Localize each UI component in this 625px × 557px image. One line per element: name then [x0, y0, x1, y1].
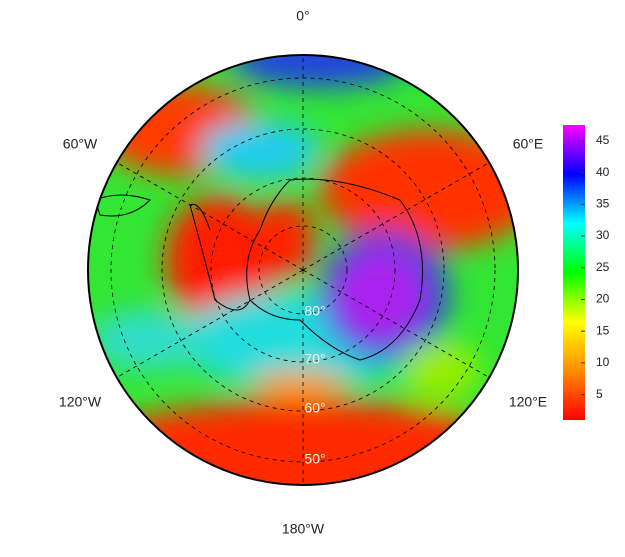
colorbar — [563, 125, 585, 420]
latitude-circle — [161, 128, 445, 412]
colorbar-tick-label: 35 — [596, 196, 610, 210]
colorbar-tick-label: 15 — [596, 323, 610, 337]
latitude-label: 80° — [304, 303, 325, 319]
longitude-label: 120°W — [59, 394, 102, 410]
longitude-label: 60°E — [513, 136, 544, 152]
colorbar-tick-label: 40 — [596, 165, 610, 179]
map-field — [88, 55, 518, 485]
meridian — [116, 269, 304, 378]
colorbar-tick-label: 5 — [596, 387, 603, 401]
map-border — [87, 54, 519, 486]
latitude-label: 70° — [304, 351, 325, 367]
colorbar-tick-label: 45 — [596, 133, 610, 147]
longitude-label: 180°W — [282, 521, 325, 537]
meridian — [302, 269, 490, 378]
colorbar-tick-label: 25 — [596, 260, 610, 274]
graticule — [110, 55, 496, 485]
colorbar-tick-label: 20 — [596, 292, 610, 306]
longitude-label: 60°W — [63, 136, 98, 152]
longitude-label: 120°E — [509, 394, 547, 410]
latitude-label: 50° — [304, 451, 325, 467]
latitude-label: 60° — [304, 400, 325, 416]
latitude-circle — [258, 225, 348, 315]
meridian — [116, 162, 304, 271]
colorbar-tick-label: 10 — [596, 355, 610, 369]
meridian — [302, 162, 490, 271]
longitude-label: 0° — [296, 8, 309, 24]
colorbar-tick-label: 30 — [596, 228, 610, 242]
